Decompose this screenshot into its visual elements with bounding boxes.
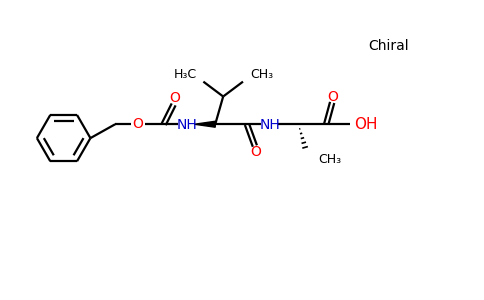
Text: CH₃: CH₃ (318, 153, 341, 167)
Text: O: O (133, 117, 143, 131)
Text: O: O (328, 89, 339, 103)
Text: CH₃: CH₃ (250, 68, 273, 81)
Text: NH: NH (176, 118, 197, 132)
Text: H₃C: H₃C (173, 68, 197, 81)
Text: O: O (169, 92, 180, 106)
Text: Chiral: Chiral (368, 39, 409, 53)
Polygon shape (195, 121, 215, 127)
Text: NH: NH (259, 118, 280, 132)
Text: OH: OH (354, 117, 378, 132)
Text: O: O (250, 145, 261, 159)
